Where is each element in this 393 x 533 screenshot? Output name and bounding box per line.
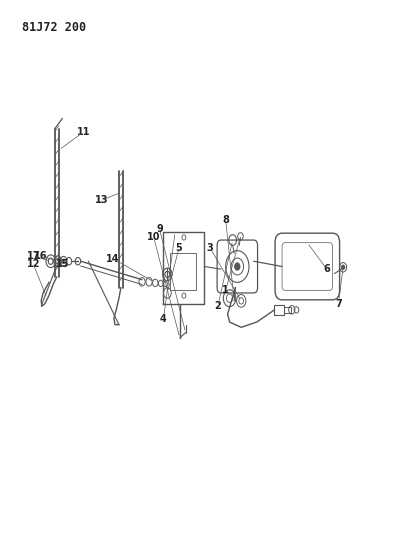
Text: 81J72 200: 81J72 200 [22,21,86,34]
Text: 13: 13 [94,196,108,205]
Text: 8: 8 [222,215,229,225]
Text: 12: 12 [26,259,40,269]
Bar [171,253,196,290]
Text: 10: 10 [147,232,160,243]
Text: 15: 15 [55,259,69,269]
Text: 11: 11 [77,127,90,136]
Circle shape [235,263,240,270]
Text: 9: 9 [156,224,163,235]
Text: 6: 6 [323,264,330,274]
Circle shape [342,265,345,269]
Text: 2: 2 [215,301,221,311]
Text: 1: 1 [222,285,229,295]
Text: 17: 17 [26,251,40,261]
Text: 4: 4 [160,314,167,325]
Text: 3: 3 [207,243,213,253]
Bar [284,306,291,313]
Text: 5: 5 [176,243,182,253]
Text: 16: 16 [34,251,48,261]
Bar [274,305,284,314]
Text: 7: 7 [335,298,342,309]
Text: 14: 14 [106,254,119,263]
